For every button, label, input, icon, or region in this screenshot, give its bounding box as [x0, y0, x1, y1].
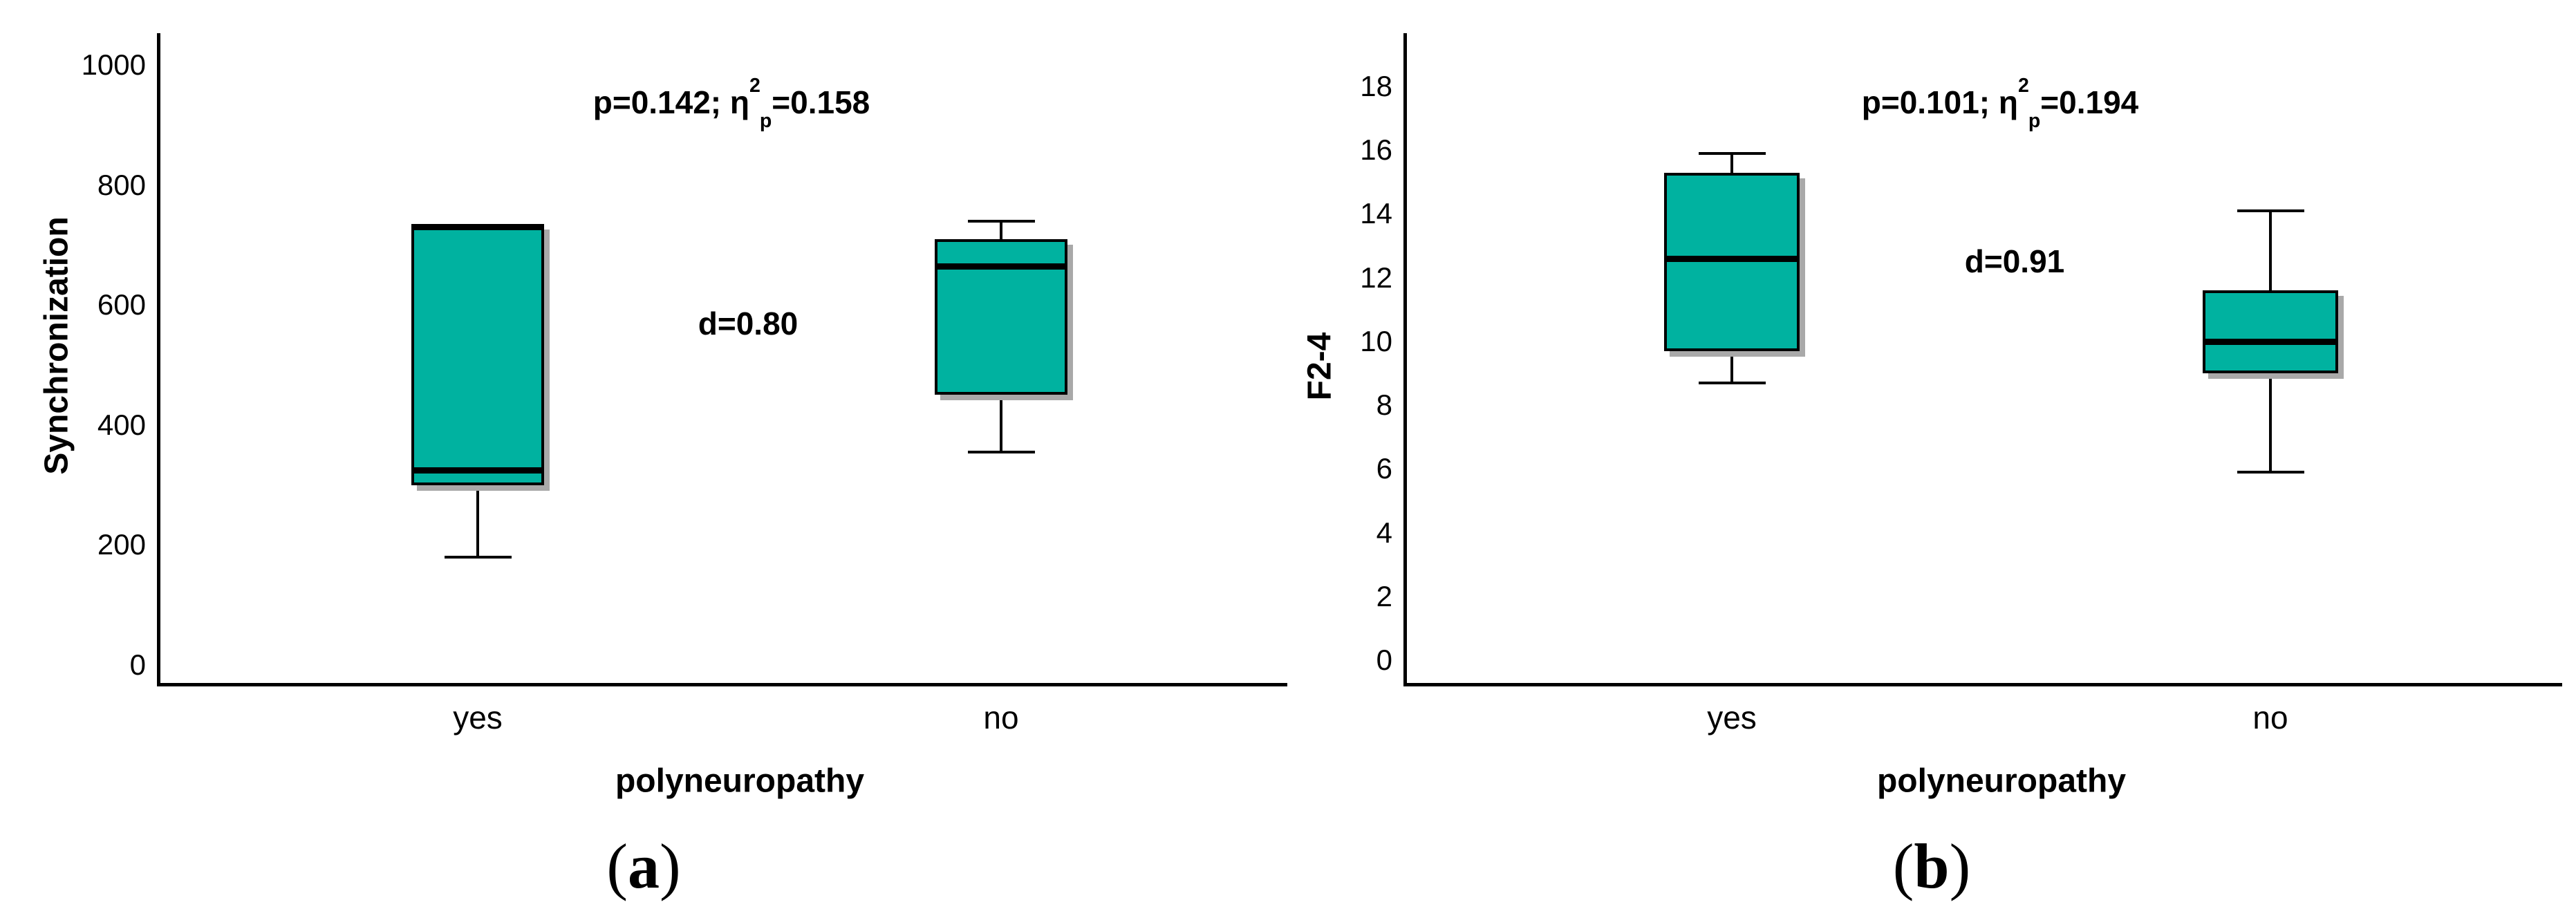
upper-whisker: [2269, 211, 2272, 290]
lower-whisker-cap: [444, 556, 512, 559]
y-tick-label: 8: [1376, 388, 1392, 421]
lower-whisker-cap: [967, 451, 1035, 453]
y-tick-label: 14: [1360, 197, 1392, 229]
caption-paren-close: ): [1949, 831, 1971, 901]
y-tick-label: 600: [97, 288, 146, 321]
caption-letter: b: [1914, 831, 1950, 901]
p-value-text: p=0.101; η: [1861, 84, 2019, 120]
lower-whisker: [1000, 395, 1002, 452]
lower-whisker-cap: [2237, 471, 2304, 474]
iqr-box: [1664, 173, 1800, 351]
y-tick-label: 200: [97, 528, 146, 561]
upper-whisker-cap: [1698, 152, 1766, 155]
stats-annotation-p-eta: p=0.142; η2 p=0.158: [592, 76, 870, 131]
effect-size-annotation: d=0.80: [698, 306, 799, 341]
p-value-text: p=0.142; η: [592, 84, 750, 120]
lower-whisker-cap: [1698, 382, 1766, 384]
category-label: no: [983, 700, 1019, 735]
x-axis-line: [1403, 683, 2562, 686]
eta-subscript: p: [2028, 110, 2041, 133]
iqr-box: [411, 224, 544, 485]
iqr-box: [2203, 290, 2338, 373]
y-axis-line: [1403, 33, 1407, 686]
y-tick-label: 400: [97, 409, 146, 441]
y-axis-title: Synchronization: [38, 216, 75, 475]
category-label: yes: [453, 700, 503, 735]
y-tick-label: 0: [1376, 644, 1392, 676]
eta-superscript: 2: [749, 75, 760, 97]
caption-paren-close: ): [660, 831, 681, 901]
median-line: [2205, 339, 2335, 345]
y-tick-label: 0: [129, 648, 146, 681]
upper-whisker: [1730, 153, 1733, 173]
effect-size-annotation: d=0.91: [1964, 243, 2065, 279]
lower-whisker: [476, 485, 479, 557]
panel-caption: (a): [606, 834, 680, 898]
y-tick-label: 2: [1376, 580, 1392, 612]
category-label: yes: [1707, 700, 1757, 735]
median-line: [1667, 256, 1797, 262]
eta-value-text: =0.194: [2040, 84, 2139, 120]
y-tick-label: 10: [1360, 325, 1392, 357]
panel-caption: (b): [1893, 834, 1970, 898]
upper-whisker: [1000, 221, 1002, 239]
y-tick-label: 800: [97, 169, 146, 201]
lower-whisker: [1730, 351, 1733, 383]
y-tick-label: 12: [1360, 261, 1392, 294]
median-line: [937, 263, 1065, 270]
caption-paren-open: (: [606, 831, 628, 901]
y-tick-label: 1000: [81, 48, 146, 81]
x-axis-line: [157, 683, 1287, 686]
caption-letter: a: [628, 831, 660, 901]
y-tick-label: 4: [1376, 516, 1392, 549]
category-label: no: [2252, 700, 2288, 735]
upper-whisker-cap: [967, 220, 1035, 223]
y-tick-label: 18: [1360, 70, 1392, 102]
y-axis-title: F2-4: [1301, 332, 1338, 401]
caption-paren-open: (: [1892, 831, 1914, 901]
x-axis-title: polyneuropathy: [1876, 762, 2127, 800]
x-axis-title: polyneuropathy: [615, 762, 865, 800]
lower-whisker: [2269, 373, 2272, 472]
stats-annotation-p-eta: p=0.101; η2 p=0.194: [1861, 76, 2139, 131]
iqr-box: [935, 239, 1067, 395]
y-axis-line: [157, 33, 160, 686]
y-tick-label: 16: [1360, 133, 1392, 166]
eta-subscript: p: [759, 110, 772, 133]
upper-whisker-cap: [2237, 209, 2304, 212]
y-tick-label: 6: [1376, 452, 1392, 485]
eta-superscript: 2: [2018, 75, 2029, 97]
eta-value-text: =0.158: [772, 84, 870, 120]
median-line: [414, 467, 541, 474]
